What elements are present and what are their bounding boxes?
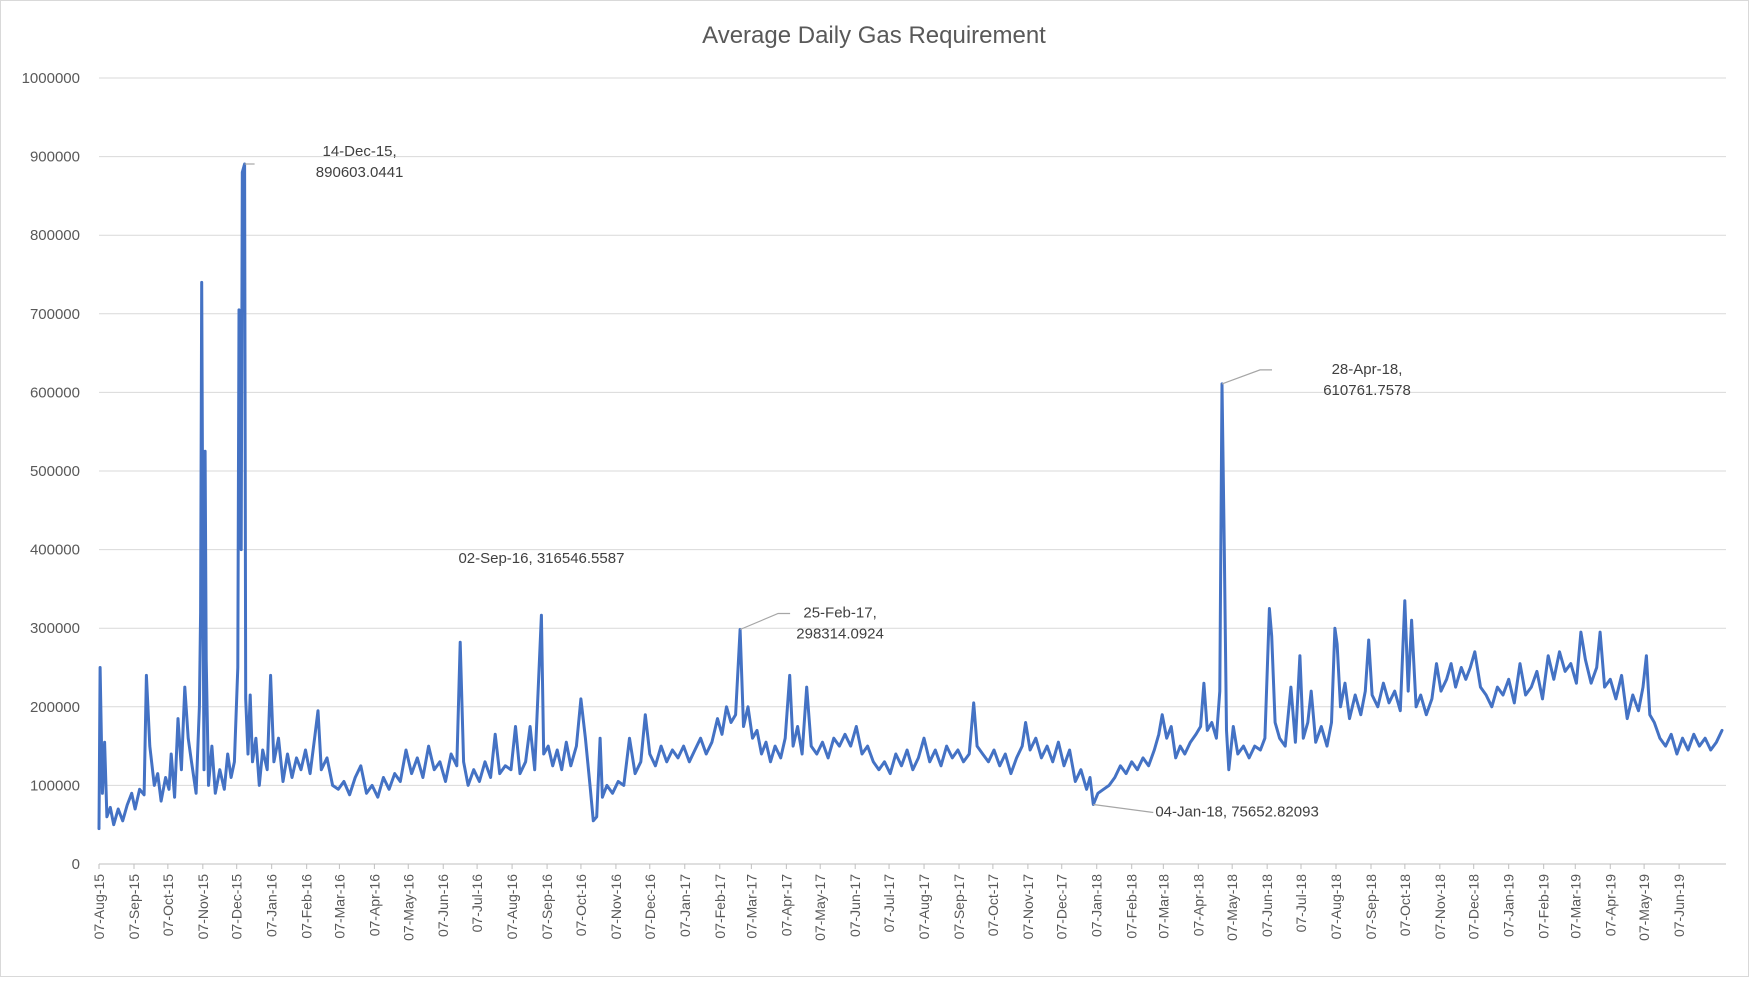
annotation-label: 28-Apr-18, [1332,361,1403,378]
x-tick-label: 07-Jan-17 [677,874,693,937]
x-tick-label: 07-May-17 [812,874,828,941]
annotation-leader-line [1221,369,1272,385]
annotation-label: 890603.0441 [316,164,404,181]
x-tick-label: 07-Nov-18 [1432,874,1448,940]
x-tick-label: 07-Mar-19 [1567,874,1583,939]
annotations: 14-Dec-15, 890603.0441 02-Sep-16, 316546.5… [244,143,1411,821]
x-tick-label: 07-Dec-15 [229,874,245,940]
x-tick-label: 07-Jan-16 [264,874,280,937]
annotation-label: 610761.7578 [1323,382,1411,399]
y-tick-label: 300000 [30,620,80,637]
x-tick-label: 07-Feb-17 [712,874,728,939]
annotation-label: 298314.0924 [796,626,884,643]
x-tick-label: 07-Jun-19 [1671,874,1687,937]
annotation-label: 25-Feb-17, [803,605,876,622]
y-axis-ticks: 0 100000 200000 300000 400000 500000 600000 700… [22,70,80,873]
y-tick-label: 700000 [30,306,80,323]
x-tick-label: 07-Nov-17 [1020,874,1036,940]
annotation-label: 04-Jan-18, 75652.82093 [1155,804,1318,821]
x-tick-label: 07-Jul-16 [469,874,485,933]
annotation-label: 14-Dec-15, [322,143,396,160]
x-tick-label: 07-May-18 [1224,874,1240,941]
x-tick-label: 07-Oct-16 [573,874,589,936]
x-tick-label: 07-Jul-18 [1293,874,1309,933]
y-tick-label: 500000 [30,463,80,480]
x-tick-label: 07-Aug-17 [916,874,932,940]
annotation-leader-line [739,612,791,631]
x-tick-label: 07-Oct-18 [1397,874,1413,936]
x-tick-label: 07-Apr-19 [1602,874,1618,936]
x-tick-label: 07-Sep-17 [951,874,967,940]
x-tick-label: 07-Sep-15 [126,874,142,940]
x-tick-label: 07-Feb-16 [299,874,315,939]
y-tick-label: 200000 [30,699,80,716]
x-tick-label: 07-May-16 [400,874,416,941]
x-tick-label: 07-Feb-19 [1536,874,1552,939]
y-tick-label: 800000 [30,227,80,244]
x-tick-label: 07-Sep-18 [1363,874,1379,940]
y-tick-label: 0 [72,856,80,873]
x-tick-label: 07-Jan-19 [1501,874,1517,937]
y-tick-label: 900000 [30,149,80,166]
x-tick-label: 07-Dec-16 [642,874,658,940]
x-tick-label: 07-Nov-16 [608,874,624,940]
annotation-label: 02-Sep-16, 316546.5587 [458,550,624,567]
x-tick-label: 07-May-19 [1636,874,1652,941]
x-tick-label: 07-Dec-18 [1466,874,1482,940]
x-tick-label: 07-Jun-17 [847,874,863,937]
y-tick-label: 100000 [30,777,80,794]
annotation-leader-line [1093,803,1154,814]
y-tick-label: 400000 [30,542,80,559]
x-tick-label: 07-Mar-18 [1155,874,1171,939]
x-tick-label: 07-Sep-16 [539,874,555,940]
x-tick-label: 07-Oct-17 [985,874,1001,936]
x-tick-label: 07-Jul-17 [881,874,897,933]
x-tick-label: 07-Jun-16 [435,874,451,937]
x-tick-label: 07-Apr-18 [1190,874,1206,936]
x-tick-label: 07-Jun-18 [1259,874,1275,937]
x-tick-label: 07-Aug-15 [91,874,107,940]
x-tick-label: 07-Oct-15 [160,874,176,936]
y-tick-label: 1000000 [22,70,80,87]
chart-title: Average Daily Gas Requirement [702,22,1046,49]
x-axis-ticks: 07-Aug-15 07-Sep-15 07-Oct-15 07-Nov-15 07-D… [91,864,1687,941]
x-tick-label: 07-Apr-17 [778,874,794,936]
x-tick-label: 07-Feb-18 [1124,874,1140,939]
x-tick-label: 07-Aug-18 [1328,874,1344,940]
x-tick-label: 07-Dec-17 [1054,874,1070,940]
x-tick-label: 07-Apr-16 [366,874,382,936]
series-line [97,162,1724,831]
y-tick-label: 600000 [30,384,80,401]
x-tick-label: 07-Aug-16 [504,874,520,940]
gridlines [99,77,1726,786]
x-tick-label: 07-Mar-17 [743,874,759,939]
x-tick-label: 07-Jan-18 [1089,874,1105,937]
x-tick-label: 07-Nov-15 [195,874,211,940]
x-tick-label: 07-Mar-16 [331,874,347,939]
